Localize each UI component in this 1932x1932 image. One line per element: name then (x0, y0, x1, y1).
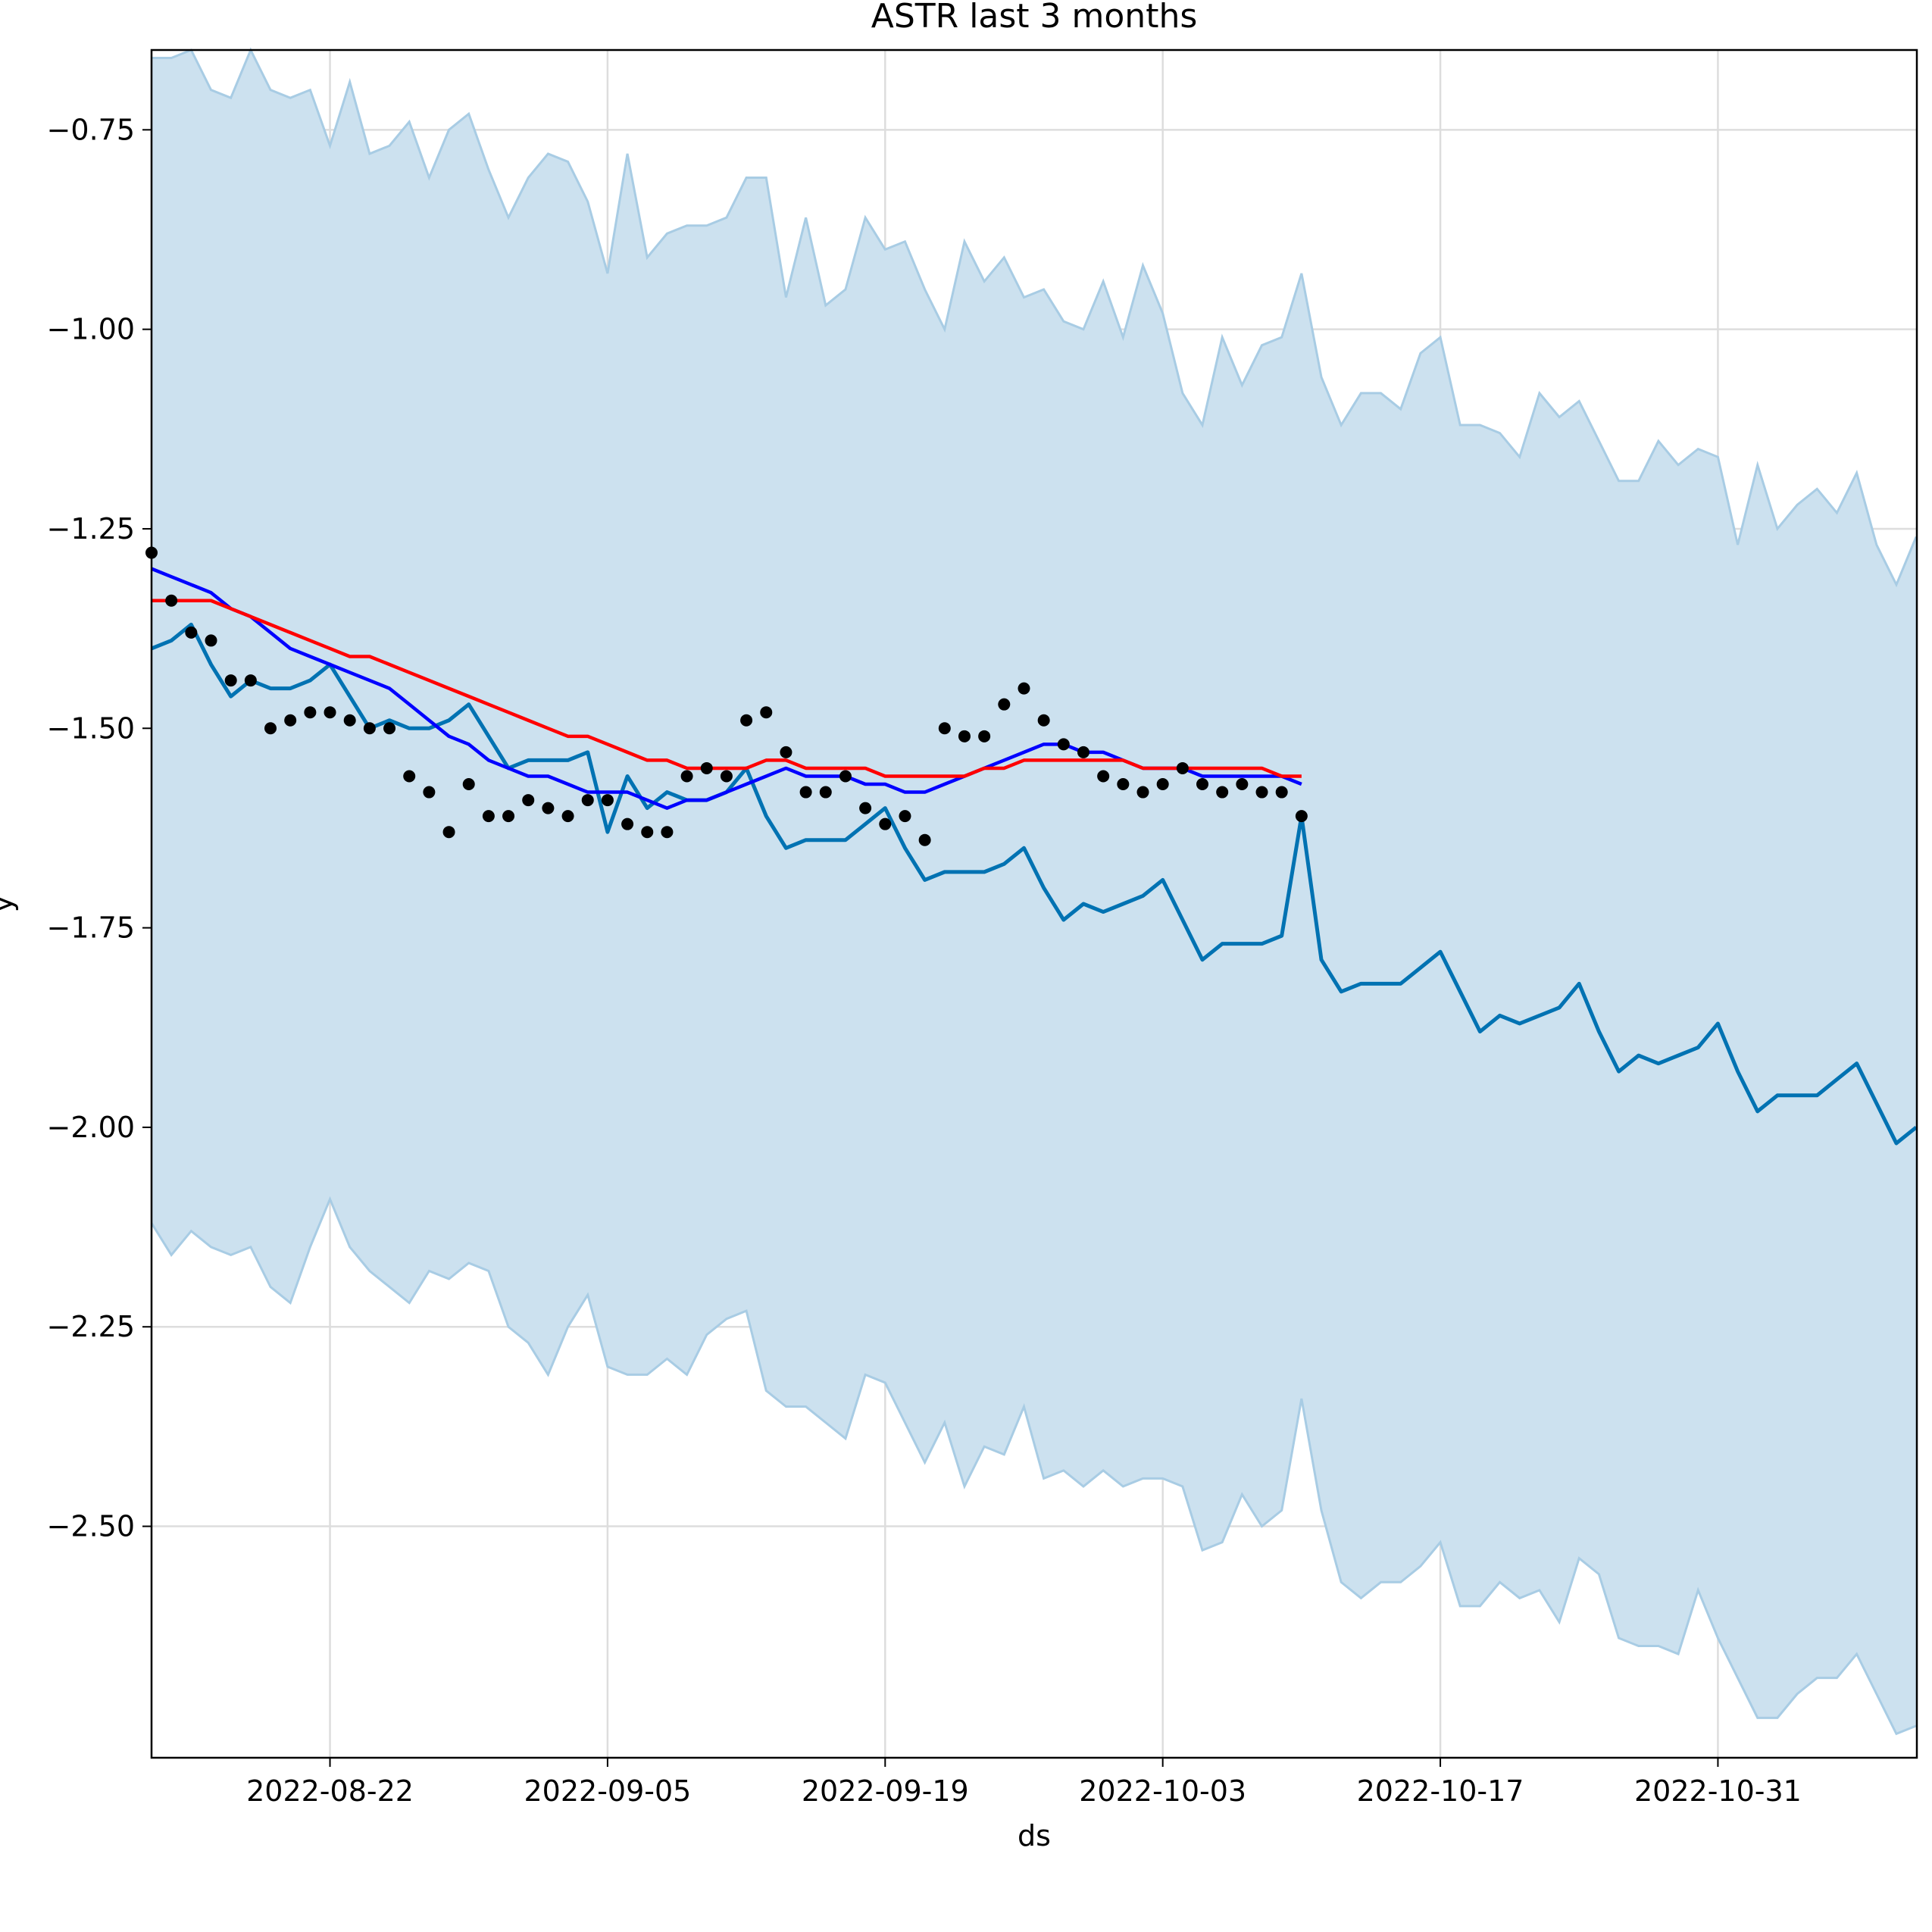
data-point-56 (1255, 786, 1268, 799)
data-point-53 (1196, 778, 1209, 791)
observed-points (145, 546, 1308, 846)
x-tick-label-2: 2022-09-19 (802, 1774, 969, 1808)
data-point-13 (403, 770, 416, 783)
data-point-9 (324, 706, 336, 719)
red-series-line (152, 599, 1302, 778)
x-tick-label-1: 2022-09-05 (524, 1774, 691, 1808)
data-point-6 (264, 722, 277, 735)
blue-trend-line (151, 567, 1302, 810)
data-point-45 (1037, 714, 1050, 727)
y-tick-label-4: −1.75 (47, 911, 135, 945)
x-axis-ticks: 2022-08-22 2022-09-05 2022-09-19 2022-10-03… (246, 1758, 1802, 1808)
data-point-11 (363, 722, 376, 735)
uncertainty-band (150, 47, 1918, 1736)
y-tick-label-1: −1.00 (47, 313, 135, 346)
data-point-29 (720, 770, 733, 783)
data-point-57 (1275, 786, 1288, 799)
data-point-30 (740, 714, 753, 727)
forecast-series-line (151, 622, 1918, 1146)
data-point-21 (561, 810, 574, 823)
data-point-32 (780, 746, 792, 758)
data-point-46 (1057, 738, 1070, 751)
x-axis-label: ds (1018, 1819, 1051, 1852)
data-point-49 (1117, 778, 1130, 791)
data-point-20 (542, 802, 555, 814)
data-point-14 (423, 786, 436, 799)
band-upper-edge (152, 47, 1918, 588)
data-point-48 (1097, 770, 1110, 783)
data-point-41 (958, 730, 971, 742)
chart-title: ASTR last 3 months (871, 0, 1198, 36)
y-axis-label: y (0, 896, 19, 913)
data-point-55 (1236, 778, 1249, 791)
data-point-22 (581, 794, 594, 807)
data-point-31 (760, 706, 773, 719)
x-tick-label-4: 2022-10-17 (1357, 1774, 1524, 1808)
x-tick-label-3: 2022-10-03 (1079, 1774, 1246, 1808)
data-point-28 (700, 761, 713, 774)
y-tick-label-3: −1.50 (47, 711, 135, 745)
data-point-33 (799, 786, 812, 799)
data-point-27 (680, 770, 693, 783)
y-axis-ticks: −0.75 −1.00 −1.25 −1.50 −1.75 −2.00 −2.25 −2.50 (47, 113, 152, 1543)
data-point-2 (185, 626, 198, 639)
data-point-19 (522, 794, 535, 807)
data-point-12 (383, 722, 396, 735)
data-point-54 (1216, 786, 1229, 799)
data-point-23 (601, 794, 614, 807)
data-point-18 (502, 810, 515, 823)
y-tick-label-2: −1.25 (47, 512, 135, 546)
data-point-3 (205, 634, 217, 647)
data-point-51 (1156, 778, 1169, 791)
y-tick-label-0: −0.75 (47, 113, 135, 146)
data-point-17 (482, 810, 495, 823)
uncertainty-band-area (152, 50, 1917, 1734)
red-trend-line (152, 599, 1302, 778)
data-point-39 (918, 833, 931, 846)
x-tick-label-0: 2022-08-22 (246, 1774, 414, 1808)
forecast-line (151, 622, 1918, 1146)
data-point-47 (1077, 746, 1089, 758)
x-tick-label-5: 2022-10-31 (1634, 1774, 1802, 1808)
data-point-58 (1295, 810, 1308, 823)
data-point-1 (165, 594, 178, 607)
data-point-7 (284, 714, 297, 727)
data-point-35 (839, 770, 852, 783)
data-point-43 (998, 698, 1011, 711)
data-point-10 (343, 714, 356, 727)
y-tick-label-6: −2.25 (47, 1310, 135, 1343)
data-point-44 (1018, 682, 1030, 695)
data-point-37 (879, 818, 892, 830)
data-point-42 (978, 730, 991, 742)
data-point-24 (621, 818, 634, 830)
data-point-36 (859, 802, 872, 814)
data-point-38 (899, 810, 911, 823)
blue-series-line (151, 567, 1302, 810)
data-point-4 (224, 674, 237, 687)
data-point-50 (1136, 786, 1149, 799)
data-point-5 (244, 674, 257, 687)
y-tick-label-5: −2.00 (47, 1111, 135, 1144)
data-point-16 (462, 778, 475, 791)
band-lower-edge (150, 1196, 1917, 1736)
plot-frame (150, 48, 1918, 1759)
data-point-26 (661, 826, 674, 839)
data-point-40 (938, 722, 951, 735)
data-point-34 (819, 786, 832, 799)
data-point-15 (442, 826, 455, 839)
data-point-8 (304, 706, 317, 719)
y-tick-label-7: −2.50 (47, 1510, 135, 1543)
data-point-25 (641, 826, 654, 839)
data-point-52 (1176, 761, 1189, 774)
